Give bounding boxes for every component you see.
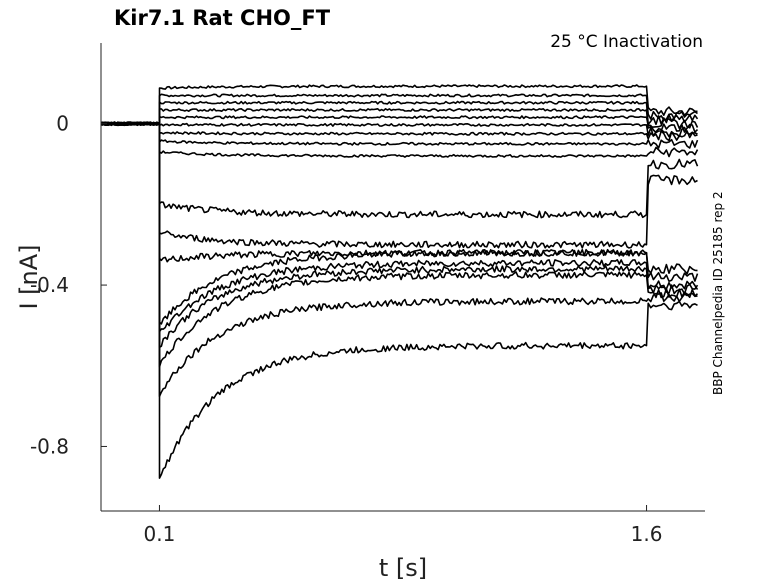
current-trace-4 bbox=[101, 108, 699, 130]
y-ticks: 0 -0.4 -0.8 bbox=[30, 112, 107, 458]
y-tick-label: 0 bbox=[56, 112, 69, 136]
current-trace-2 bbox=[101, 93, 698, 126]
x-tick-label: 0.1 bbox=[144, 522, 176, 546]
current-trace-3 bbox=[101, 100, 699, 127]
current-trace-14 bbox=[101, 121, 699, 333]
current-trace-5 bbox=[101, 115, 699, 134]
current-trace-11 bbox=[101, 121, 698, 249]
channelpedia-id-label: BBP Channelpedia ID 25185 rep 2 bbox=[711, 191, 725, 395]
current-trace-7 bbox=[101, 121, 698, 142]
y-tick-label: -0.4 bbox=[30, 273, 69, 297]
current-trace-17 bbox=[101, 121, 698, 398]
trace-lines bbox=[101, 84, 699, 479]
current-trace-15 bbox=[101, 121, 699, 349]
current-trace-1 bbox=[101, 84, 698, 126]
current-trace-6 bbox=[101, 121, 698, 138]
chart-title: Kir7.1 Rat CHO_FT bbox=[114, 6, 331, 30]
y-tick-label: -0.8 bbox=[30, 434, 69, 458]
chart-subtitle: 25 °C Inactivation bbox=[550, 32, 703, 52]
x-ticks: 0.1 1.6 bbox=[144, 505, 663, 546]
current-trace-18 bbox=[101, 121, 698, 479]
current-trace-16 bbox=[101, 121, 699, 368]
current-trace-9 bbox=[101, 121, 699, 158]
current-trace-10 bbox=[101, 121, 699, 219]
x-axis-label: t [s] bbox=[379, 554, 427, 582]
current-trace-13 bbox=[101, 121, 699, 325]
current-trace-8 bbox=[101, 121, 699, 149]
current-trace-12 bbox=[101, 121, 698, 275]
y-axis-label: I [nA] bbox=[15, 244, 43, 309]
x-tick-label: 1.6 bbox=[631, 522, 663, 546]
